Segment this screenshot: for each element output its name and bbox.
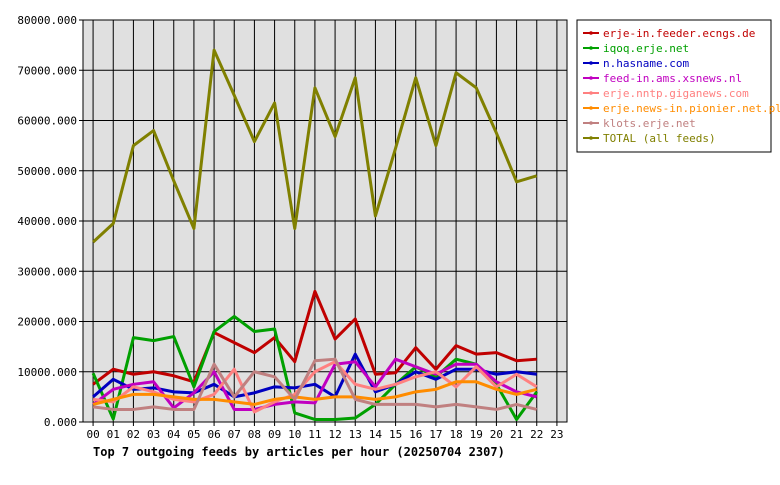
x-tick-label: 11	[308, 428, 321, 441]
y-tick-label: 80000.000	[17, 14, 77, 27]
x-tick-label: 07	[228, 428, 241, 441]
legend-label: feed-in.ams.xsnews.nl	[603, 72, 742, 85]
legend-label: klots.erje.net	[603, 117, 696, 130]
legend-label: n.hasname.com	[603, 57, 689, 70]
x-tick-label: 15	[389, 428, 402, 441]
x-tick-label: 22	[530, 428, 543, 441]
x-tick-label: 03	[147, 428, 160, 441]
chart-title: Top 7 outgoing feeds by articles per hou…	[93, 445, 505, 459]
x-tick-label: 01	[107, 428, 120, 441]
y-tick-label: 10000.000	[17, 366, 77, 379]
legend-label: erje.nntp.giganews.com	[603, 87, 749, 100]
legend-swatch-dot	[589, 91, 593, 95]
y-tick-label: 50000.000	[17, 165, 77, 178]
x-tick-label: 04	[167, 428, 181, 441]
x-tick-label: 08	[248, 428, 261, 441]
x-tick-label: 16	[409, 428, 422, 441]
legend: erje-in.feeder.ecngs.de iqoq.erje.net n.ha…	[576, 19, 780, 153]
series-line	[92, 289, 537, 386]
x-tick-label: 23	[550, 428, 563, 441]
legend-swatch-dot	[589, 106, 593, 110]
legend-swatch-dot	[589, 121, 593, 125]
legend-label: TOTAL (all feeds)	[603, 132, 716, 145]
series-line	[91, 314, 538, 421]
x-tick-label: 06	[207, 428, 220, 441]
y-tick-label: 30000.000	[17, 265, 77, 278]
x-tick-label: 02	[127, 428, 140, 441]
x-tick-label: 14	[369, 428, 383, 441]
x-tick-label: 19	[470, 428, 483, 441]
x-tick-label: 21	[510, 428, 523, 441]
x-tick-label: 09	[268, 428, 281, 441]
x-tick-label: 20	[490, 428, 503, 441]
series-lines	[91, 48, 538, 421]
x-tick-label: 12	[328, 428, 341, 441]
y-tick-label: 20000.000	[17, 316, 77, 329]
legend-swatch-dot	[589, 31, 593, 35]
legend-label: erje.news-in.pionier.net.pl	[603, 102, 780, 115]
legend-entries: erje-in.feeder.ecngs.de iqoq.erje.net n.ha…	[583, 27, 780, 145]
y-tick-label: 70000.000	[17, 64, 77, 77]
legend-swatch-dot	[589, 46, 593, 50]
series-line	[92, 357, 538, 411]
legend-label: erje-in.feeder.ecngs.de	[603, 27, 755, 40]
legend-swatch-dot	[589, 61, 593, 65]
x-tick-label: 17	[429, 428, 442, 441]
y-tick-label: 60000.000	[17, 115, 77, 128]
x-tick-label: 18	[449, 428, 462, 441]
y-tick-labels: 0.000 10000.000 20000.000 30000.000 40000.00…	[17, 14, 77, 429]
x-tick-label: 10	[288, 428, 301, 441]
series-line	[92, 352, 537, 399]
legend-swatch-dot	[589, 136, 593, 140]
x-tick-label: 00	[86, 428, 99, 441]
grid	[79, 19, 567, 426]
x-tick-label: 05	[187, 428, 200, 441]
x-tick-label: 13	[349, 428, 362, 441]
y-tick-label: 40000.000	[17, 215, 77, 228]
x-tick-labels: 00 01 02 03 04 05 06 07 08 09 10 11 12 13 14 15 16 17 18 19…	[86, 428, 563, 441]
legend-box	[576, 19, 772, 153]
legend-swatch-dot	[589, 76, 593, 80]
series-line	[92, 357, 538, 411]
y-tick-label: 0.000	[44, 416, 77, 429]
legend-label: iqoq.erje.net	[603, 42, 689, 55]
series-line	[92, 380, 538, 406]
series-line	[92, 48, 538, 244]
